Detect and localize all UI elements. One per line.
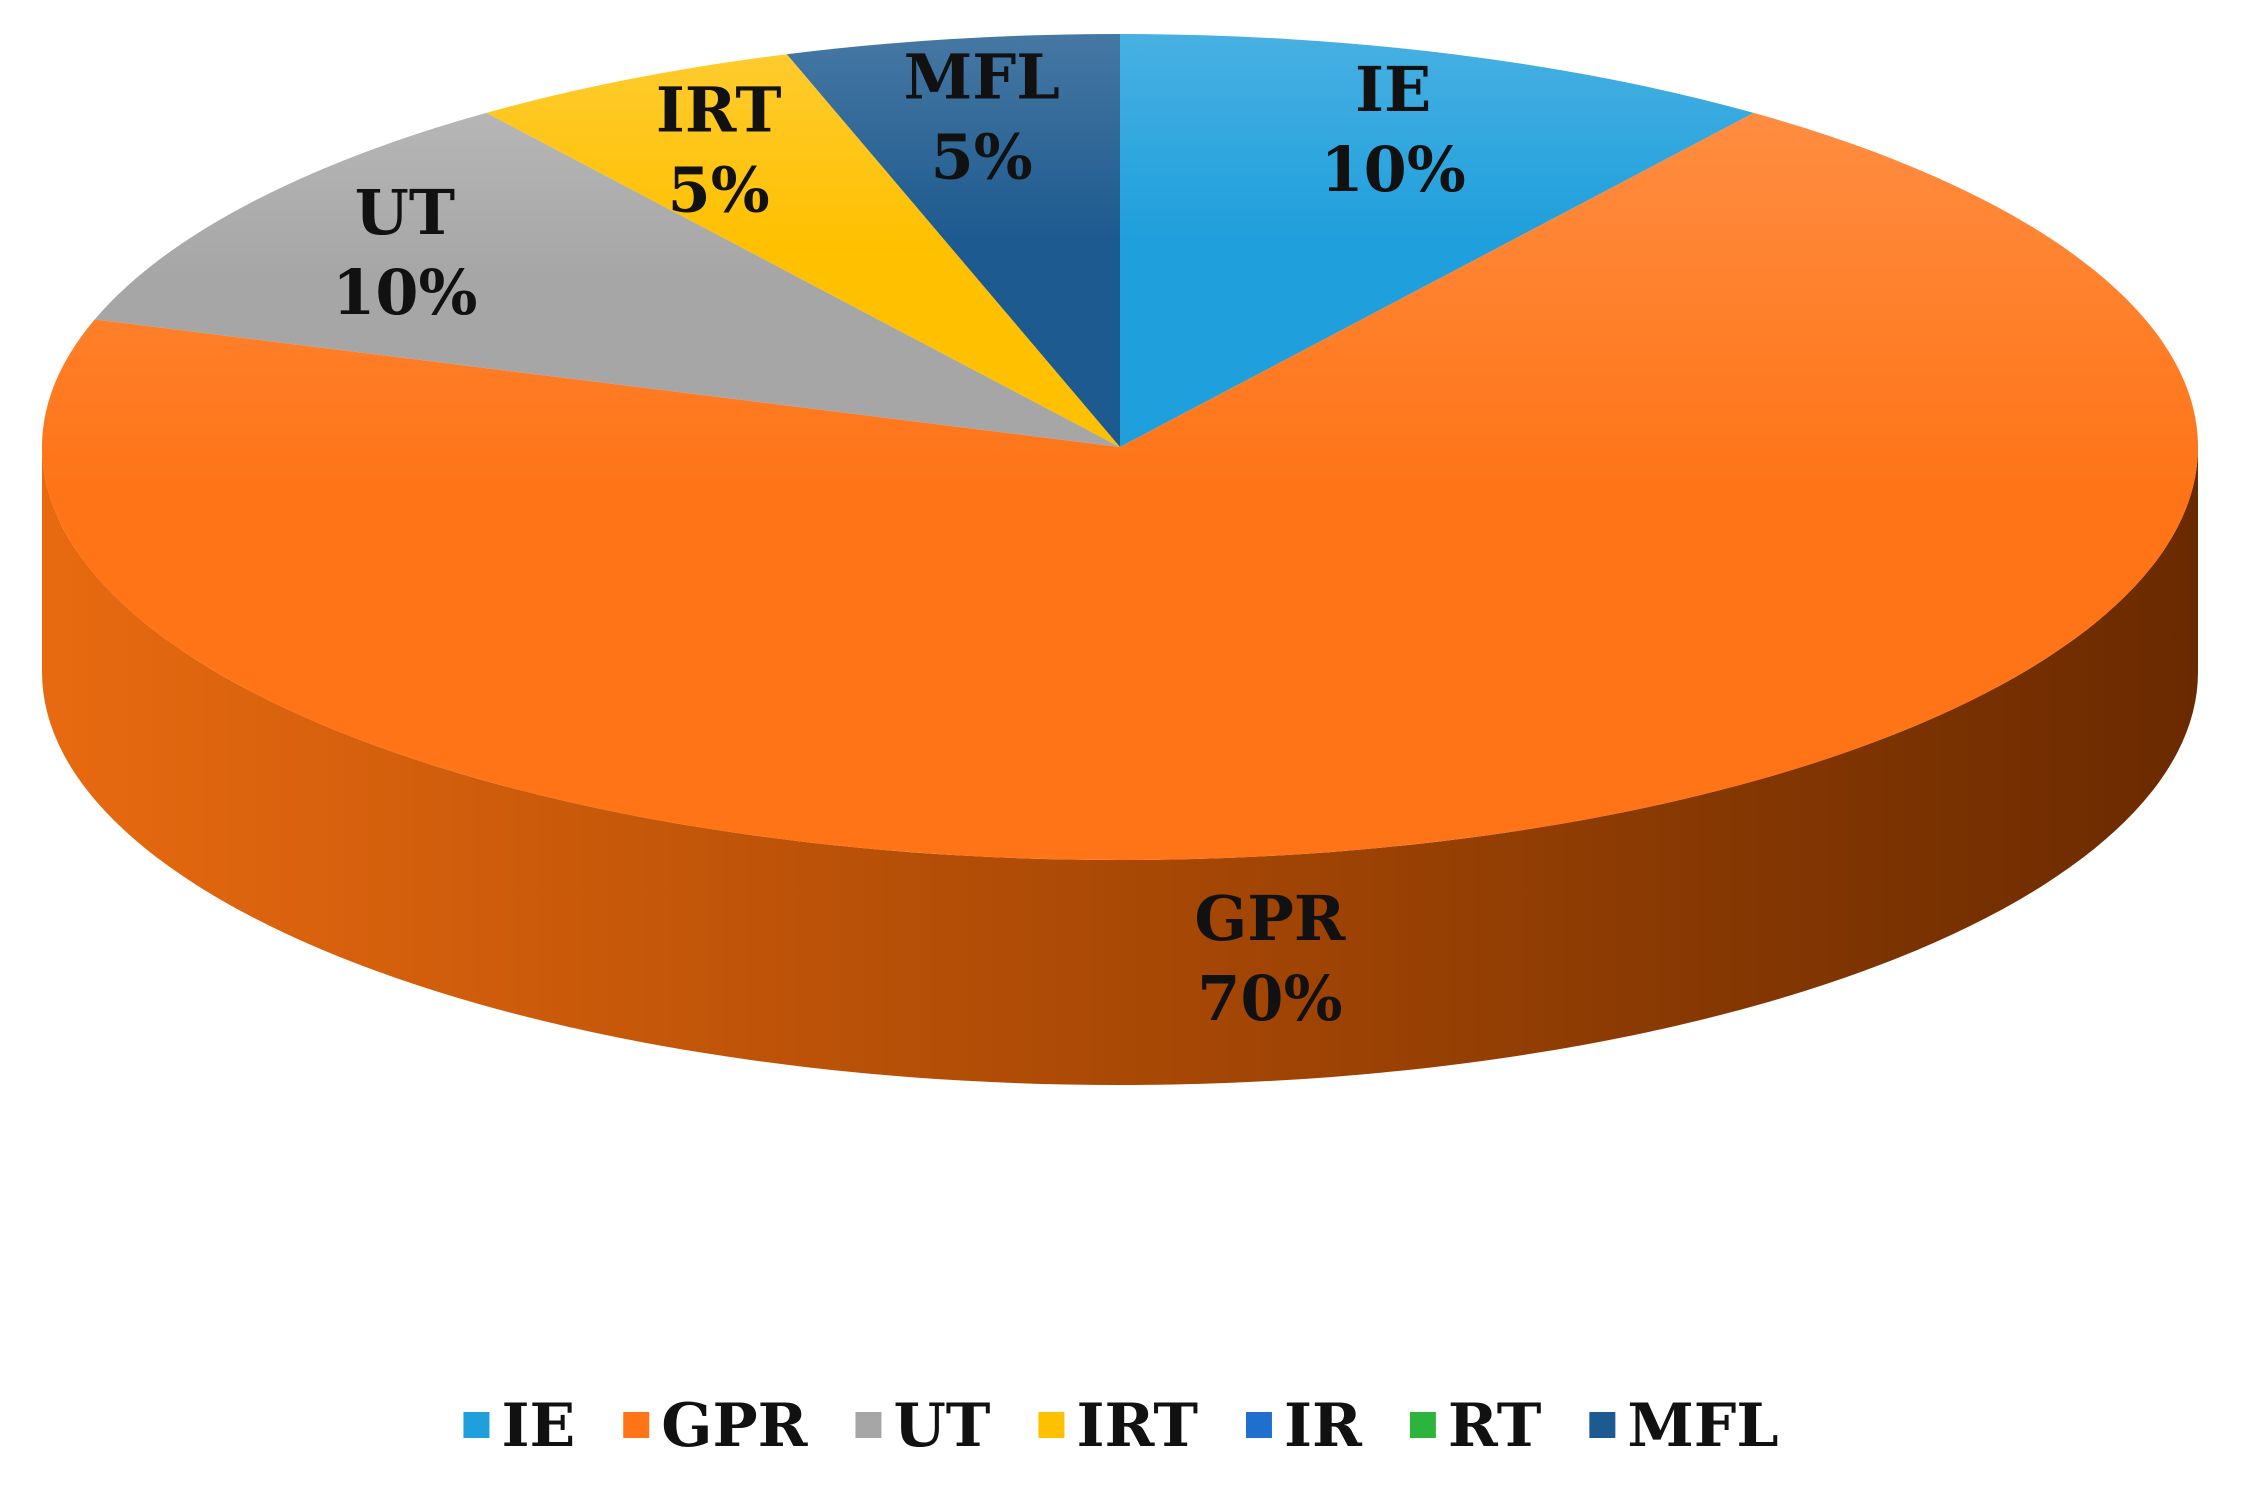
pie-slice-sheen-irt: [486, 54, 1120, 448]
legend-item-ir: IR: [1245, 1391, 1363, 1461]
legend-item-gpr: GPR: [623, 1391, 809, 1461]
legend-item-irt: IRT: [1038, 1391, 1198, 1461]
pie-side-layer: [42, 447, 2198, 1085]
legend-swatch-ut: [855, 1412, 882, 1438]
legend-swatch-gpr: [623, 1412, 650, 1438]
legend-label-ie: IE: [501, 1391, 575, 1461]
pie-slice-sheen-ie: [1120, 34, 1754, 447]
slice-percent-mfl: 5%: [931, 121, 1033, 194]
pie-side-wall: [42, 447, 2198, 1085]
legend-swatch-ir: [1245, 1412, 1272, 1438]
slice-percent-ie: 10%: [1321, 133, 1466, 206]
slice-label-irt: IRT: [656, 73, 782, 146]
legend-label-irt: IRT: [1076, 1391, 1198, 1461]
legend-item-mfl: MFL: [1589, 1391, 1779, 1461]
slice-label-ie: IE: [1355, 53, 1431, 126]
legend-label-rt: RT: [1448, 1391, 1542, 1461]
pie-slice-sheen-ut: [94, 112, 1120, 448]
slice-label-mfl: MFL: [904, 41, 1060, 114]
legend-swatch-ie: [463, 1412, 490, 1438]
legend-label-gpr: GPR: [661, 1391, 808, 1461]
pie-slice-sheen-mfl: [786, 34, 1120, 447]
slice-label-ut: UT: [355, 176, 455, 249]
slice-label-gpr: GPR: [1194, 882, 1346, 955]
legend-label-ir: IR: [1284, 1391, 1363, 1461]
pie-slice-sheen-gpr: [41, 112, 2198, 861]
legend-label-mfl: MFL: [1627, 1391, 1778, 1461]
slice-percent-ut: 10%: [332, 256, 477, 329]
legend-item-rt: RT: [1409, 1391, 1542, 1461]
slice-percent-gpr: 70%: [1197, 962, 1342, 1035]
legend-swatch-mfl: [1589, 1412, 1616, 1438]
legend: IE GPR UT IRT IR RT MFL: [463, 1391, 1779, 1461]
legend-item-ut: UT: [855, 1391, 991, 1461]
legend-label-ut: UT: [893, 1391, 990, 1461]
legend-swatch-irt: [1038, 1412, 1065, 1438]
legend-swatch-rt: [1409, 1412, 1436, 1438]
slice-percent-irt: 5%: [668, 153, 770, 226]
pie-top-layer: [41, 34, 2198, 861]
legend-item-ie: IE: [463, 1391, 575, 1461]
